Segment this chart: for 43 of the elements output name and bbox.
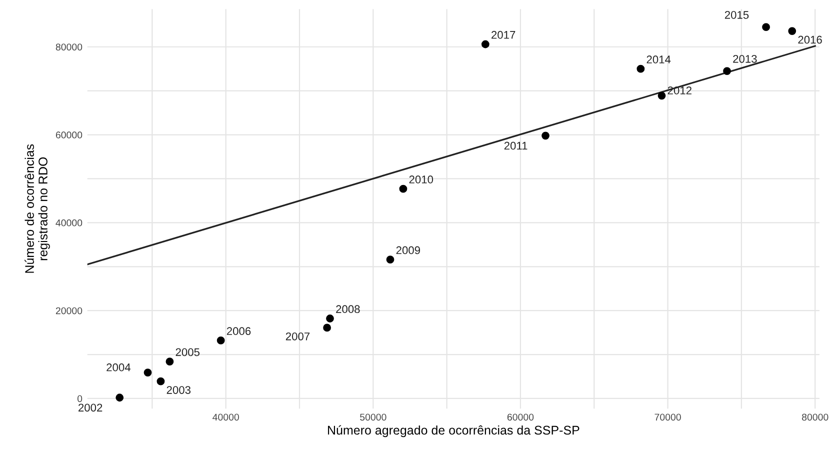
point — [788, 27, 796, 36]
annotation: 2015 — [724, 11, 749, 19]
point — [481, 40, 490, 48]
point — [144, 368, 152, 377]
point — [636, 64, 645, 73]
point — [399, 184, 408, 193]
x-axis-title: Número agregado de ocorrências da SSP-SP — [328, 425, 580, 438]
annotation: 2017 — [492, 30, 516, 39]
annotation: 2014 — [646, 56, 671, 64]
annotation: 2011 — [504, 142, 528, 150]
annotation: 2016 — [798, 36, 822, 44]
x-tick-label: 40000 — [212, 414, 239, 421]
y-tick-label: 80000 — [56, 44, 82, 50]
point — [658, 92, 666, 100]
point — [762, 23, 770, 32]
annotation: 2009 — [396, 246, 420, 254]
annotation: 2004 — [106, 363, 130, 372]
annotation: 2007 — [286, 332, 310, 340]
annotation: 2010 — [409, 176, 434, 184]
point — [216, 336, 225, 344]
annotation: 2008 — [336, 305, 360, 314]
annotation: 2003 — [166, 386, 191, 394]
point — [386, 256, 394, 264]
annotation: 2005 — [176, 348, 200, 356]
point — [116, 394, 124, 402]
x-tick-label: 60000 — [507, 414, 534, 421]
y-tick-label: 20000 — [56, 307, 82, 314]
point — [326, 314, 334, 322]
point — [156, 377, 165, 386]
annotation: 2013 — [733, 54, 757, 63]
x-tick-label: 70000 — [654, 414, 681, 421]
x-tick-label: 50000 — [360, 414, 386, 421]
point — [542, 132, 550, 140]
y-axis-title: Número de ocorrências registrado no RDO — [24, 144, 50, 273]
point — [323, 324, 331, 332]
annotation: 2002 — [78, 404, 102, 412]
y-tick-label: 40000 — [56, 219, 82, 226]
y-tick-label: 60000 — [56, 132, 82, 138]
annotation: 2006 — [226, 327, 251, 336]
point — [166, 358, 174, 366]
x-tick-label: 80000 — [802, 414, 828, 421]
point — [723, 67, 731, 76]
y-tick-label: 0 — [77, 395, 82, 402]
